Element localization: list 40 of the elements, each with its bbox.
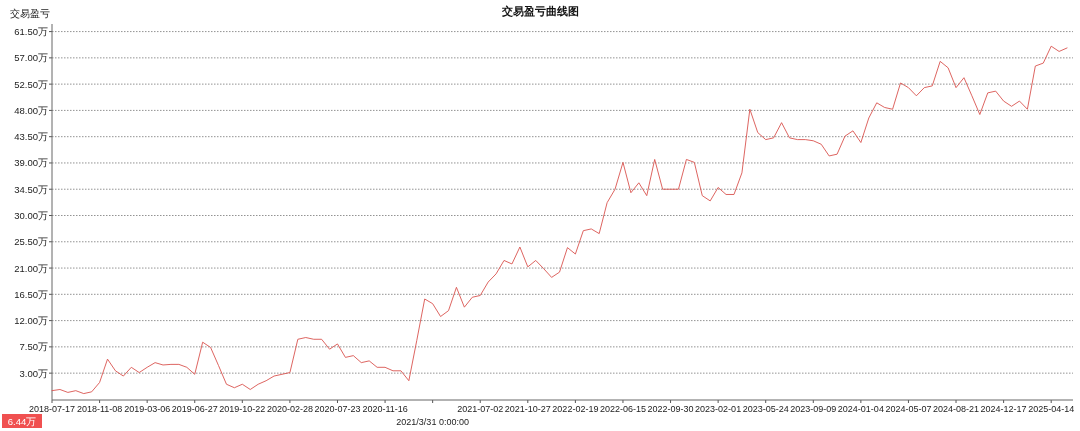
y-tick-label: 57.00万 xyxy=(14,52,48,64)
line-series xyxy=(51,45,1068,395)
y-tick-label: 43.50万 xyxy=(14,131,48,143)
y-tick-label: 48.00万 xyxy=(14,104,48,116)
x-tick-label: 2023-05-24 xyxy=(742,404,789,414)
y-tick-label: 34.50万 xyxy=(14,183,48,195)
x-tick-label: 2021-07-02 xyxy=(457,404,504,414)
y-tick-label: 16.50万 xyxy=(14,288,48,300)
y-tick-label: 61.50万 xyxy=(14,26,48,38)
x-tick-label: 2022-06-15 xyxy=(599,404,646,414)
x-tick-label: 2018-07-17 xyxy=(28,404,76,414)
x-tick-label: 2022-09-30 xyxy=(647,404,694,414)
x-tick-label: 2024-12-17 xyxy=(980,404,1027,414)
y-tick-label: 7.50万 xyxy=(19,341,48,353)
text: 6.44万 xyxy=(7,415,37,427)
y-tick-label: 21.00万 xyxy=(14,262,48,274)
y-tick-label: 30.00万 xyxy=(14,210,48,221)
y-tick-label: 39.00万 xyxy=(14,157,48,169)
x-tick-label: 2020-02-28 xyxy=(266,404,313,414)
x-tick-label: 2025-04-14 xyxy=(1028,404,1075,414)
y-axis-title: 交易盈亏 xyxy=(10,8,50,19)
x-tick-label: 2024-08-21 xyxy=(933,404,980,414)
y-tick-label: 3.00万 xyxy=(19,367,48,379)
x-tick-label: 2021/3/31 0:00:00 xyxy=(396,417,469,427)
x-tick-label: 2022-02-19 xyxy=(552,404,599,414)
x-tick-label: 2021-10-27 xyxy=(504,404,551,414)
x-tick-label: 2023-02-01 xyxy=(695,404,742,414)
y-tick-label: 25.50万 xyxy=(14,236,48,248)
x-tick-label: 2020-11-16 xyxy=(362,404,408,414)
chart-title: 交易盈亏曲线图 xyxy=(500,5,579,17)
y-tick-label: 12.00万 xyxy=(14,315,48,327)
y-tick-label: 52.50万 xyxy=(14,78,48,90)
x-tick-label: 2024-05-07 xyxy=(885,404,932,414)
x-tick-label: 2018-11-08 xyxy=(76,404,123,414)
x-tick-label: 2023-09-09 xyxy=(790,404,837,414)
x-tick-label: 2019-10-22 xyxy=(219,404,266,414)
x-tick-label: 2020-07-23 xyxy=(314,404,361,414)
x-tick-label: 2024-01-04 xyxy=(837,404,884,414)
x-tick-label: 2019-03-06 xyxy=(124,404,171,414)
x-tick-label: 2019-06-27 xyxy=(171,404,218,414)
